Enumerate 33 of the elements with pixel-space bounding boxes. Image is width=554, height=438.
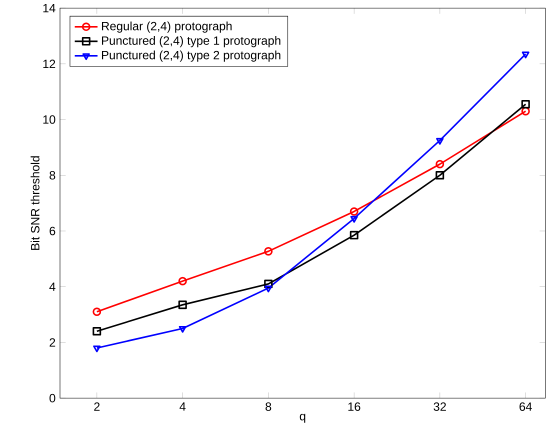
point: [521, 100, 530, 108]
x-tick-label: 8: [266, 402, 272, 411]
point: [178, 300, 187, 310]
point: [436, 160, 444, 168]
point: [92, 326, 102, 336]
legend-label: Regular (2,4) protograph: [102, 21, 232, 33]
point: [350, 207, 358, 216]
point: [178, 276, 187, 286]
x-tick-label: 2: [94, 402, 100, 411]
point: [350, 230, 358, 240]
x-tick-label: 16: [348, 402, 360, 411]
point: [264, 246, 273, 256]
y-tick-label: 14: [43, 4, 56, 12]
y-tick-label: 4: [49, 282, 56, 291]
legend-label: Punctured (2,4) type 1 protograph: [102, 36, 280, 48]
point: [436, 138, 444, 145]
y-tick-label: 8: [50, 170, 56, 180]
point: [178, 326, 186, 333]
point: [350, 216, 358, 223]
y-tick-label: 2: [50, 338, 56, 347]
x-tick-label: 4: [180, 402, 186, 411]
y-tick-label: 6: [50, 226, 56, 236]
point: [264, 285, 272, 292]
x-axis-title: q: [300, 414, 306, 423]
y-tick-label: 10: [43, 115, 56, 124]
point: [436, 170, 444, 180]
y-axis-title: Bit SNR threshold: [30, 156, 40, 250]
y-tick-label: 12: [43, 60, 56, 68]
y-tick-label: 0: [50, 394, 56, 402]
point: [264, 280, 273, 288]
x-tick-label: 64: [520, 402, 532, 411]
legend-label: Punctured (2,4) type 2 protograph: [102, 50, 280, 62]
x-tick-label: 32: [434, 402, 446, 411]
